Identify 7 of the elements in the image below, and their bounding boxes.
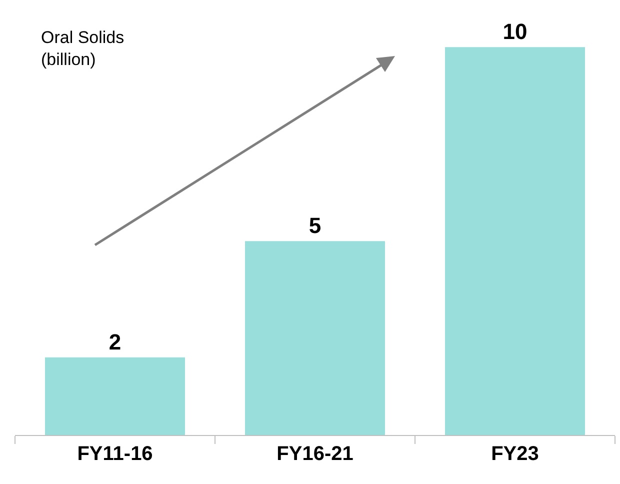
data-label: 10	[502, 19, 528, 44]
x-tick-label: FY11-16	[77, 443, 153, 465]
data-label: 2	[108, 329, 122, 354]
data-label: 5	[308, 213, 322, 238]
x-tick-label: FY16-21	[276, 443, 354, 465]
y-axis-title: Oral Solids (billion)	[41, 28, 124, 70]
x-tick-label: FY23	[491, 443, 539, 465]
